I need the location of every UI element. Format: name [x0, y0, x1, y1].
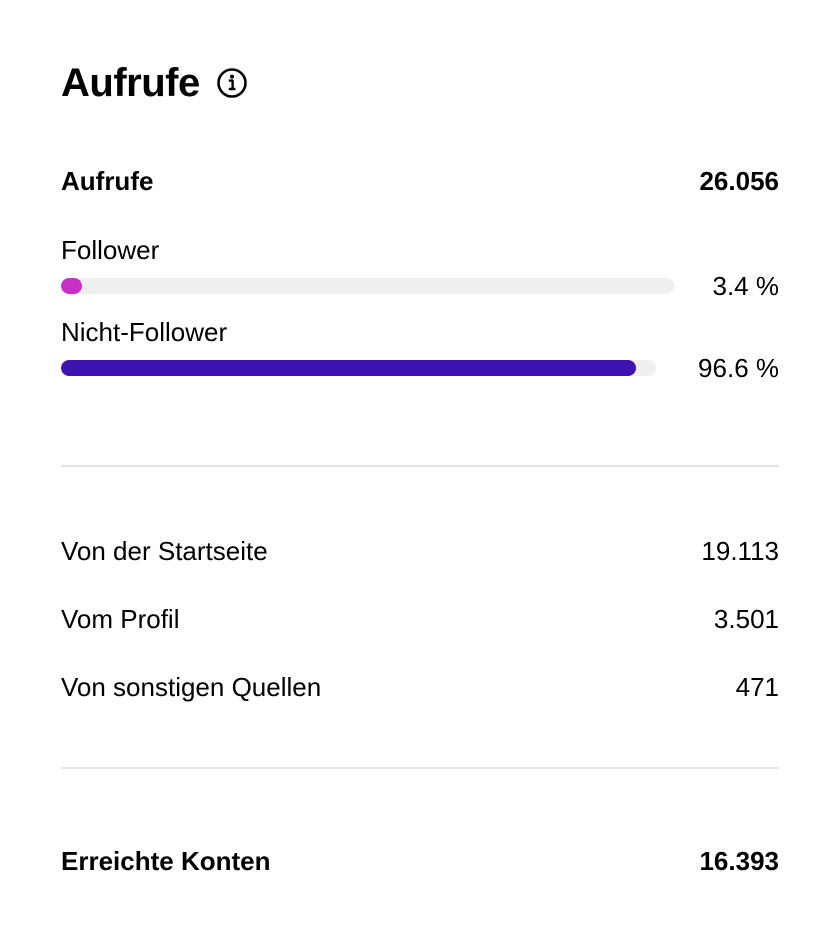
source-row: Von der Startseite 19.113: [61, 533, 779, 569]
divider: [61, 465, 779, 467]
views-total-label: Aufrufe: [61, 166, 154, 196]
source-value: 19.113: [701, 536, 779, 566]
page-title: Aufrufe: [61, 61, 200, 105]
source-value: 471: [735, 672, 779, 702]
follower-label: Follower: [61, 235, 160, 265]
reached-accounts-label: Erreichte Konten: [61, 846, 271, 876]
panel-header: Aufrufe: [61, 56, 248, 110]
info-circle-icon[interactable]: [216, 67, 248, 99]
views-total-value: 26.056: [699, 166, 779, 196]
non-follower-bar-row: 96.6 %: [61, 350, 779, 386]
divider: [61, 767, 779, 769]
follower-percent: 3.4 %: [712, 271, 780, 301]
info-circle-icon-graphic: [216, 68, 247, 98]
follower-bar-fill: [61, 278, 82, 294]
reached-accounts-value: 16.393: [699, 846, 779, 876]
views-total-row: Aufrufe 26.056: [61, 163, 779, 199]
non-follower-bar-track: [61, 360, 656, 376]
reached-accounts-row: Erreichte Konten 16.393: [61, 843, 779, 879]
source-row: Vom Profil 3.501: [61, 601, 779, 637]
follower-bar-row: 3.4 %: [61, 268, 779, 304]
source-label: Von sonstigen Quellen: [61, 672, 322, 702]
source-value: 3.501: [713, 604, 779, 634]
follower-bar-track: [61, 278, 674, 294]
source-row: Von sonstigen Quellen 471: [61, 669, 779, 705]
non-follower-percent: 96.6 %: [698, 353, 779, 383]
source-label: Von der Startseite: [61, 536, 268, 566]
non-follower-label: Nicht-Follower: [61, 317, 228, 347]
non-follower-bar-fill: [61, 360, 636, 376]
source-label: Vom Profil: [61, 604, 180, 634]
